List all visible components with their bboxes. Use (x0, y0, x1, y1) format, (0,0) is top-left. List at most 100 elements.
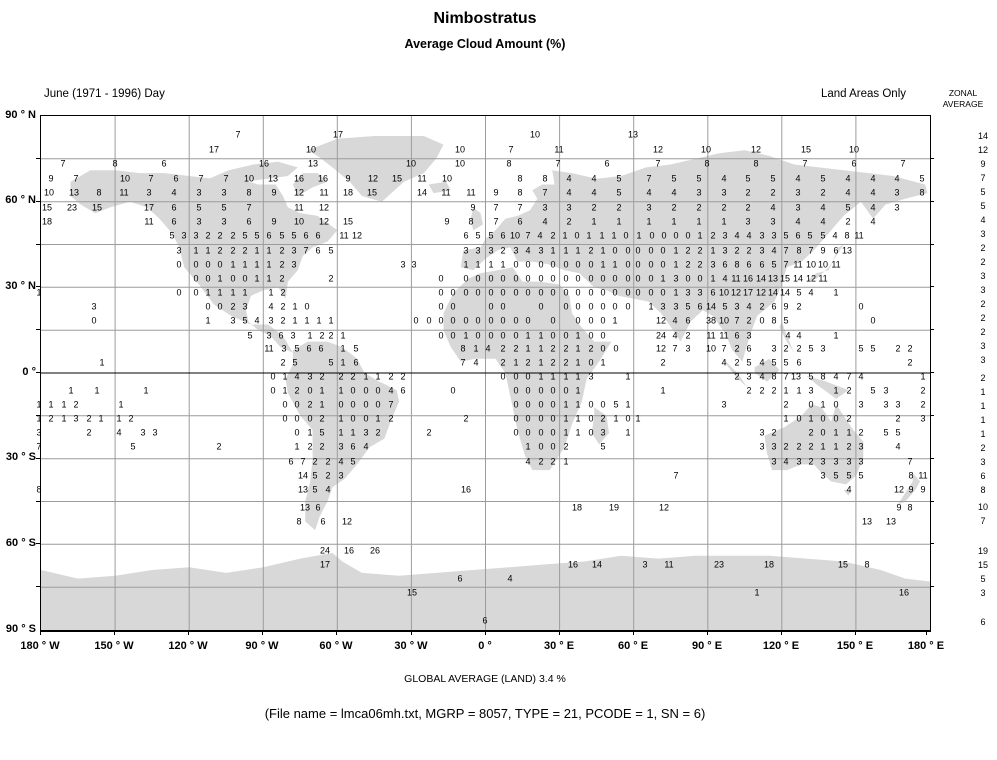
right-axis-tick (930, 372, 934, 373)
cloud-amount-value: 1 (266, 245, 272, 256)
cloud-amount-value: 2 (338, 371, 344, 382)
cloud-amount-value: 2 (328, 273, 334, 284)
cloud-amount-value: 1 (550, 371, 556, 382)
cloud-amount-value: 2 (920, 385, 926, 396)
cloud-amount-value: 3 (820, 456, 826, 467)
cloud-amount-value: 13 (68, 187, 80, 198)
cloud-amount-value: 1 (575, 343, 581, 354)
latitude-label: 0 ° (22, 366, 36, 378)
cloud-amount-value: 3 (796, 456, 802, 467)
cloud-amount-value: 0 (538, 427, 544, 438)
cloud-amount-value: 3 (685, 343, 691, 354)
zonal-average-value: 2 (980, 257, 986, 267)
cloud-amount-value: 2 (746, 315, 752, 326)
cloud-amount-value: 1 (292, 301, 298, 312)
cloud-amount-value: 1 (591, 216, 597, 227)
cloud-amount-value: 4 (591, 173, 597, 184)
bottom-axis-tick (707, 631, 708, 635)
cloud-amount-value: 5 (292, 357, 298, 368)
cloud-amount-value: 10 (805, 259, 817, 270)
cloud-amount-value: 1 (116, 413, 122, 424)
cloud-amount-value: 15 (91, 202, 103, 213)
cloud-amount-value: 2 (710, 230, 716, 241)
zonal-average-value: 1 (980, 401, 986, 411)
cloud-amount-value: 0 (525, 427, 531, 438)
cloud-amount-value: 2 (550, 357, 556, 368)
zonal-average-value: 2 (980, 243, 986, 253)
cloud-amount-value: 3 (771, 343, 777, 354)
cloud-amount-value: 7 (517, 202, 523, 213)
cloud-amount-value: 0 (550, 399, 556, 410)
cloud-amount-value: 3 (475, 245, 481, 256)
cloud-amount-value: 2 (721, 202, 727, 213)
cloud-amount-value: 4 (566, 173, 572, 184)
cloud-amount-value: 6 (500, 230, 506, 241)
cloud-amount-value: 4 (870, 216, 876, 227)
cloud-amount-value: 4 (734, 230, 740, 241)
cloud-amount-value: 2 (563, 441, 569, 452)
cloud-amount-value: 3 (746, 330, 752, 341)
cloud-amount-value: 4 (338, 456, 344, 467)
cloud-amount-value: 9 (783, 301, 789, 312)
cloud-amount-value: 7 (235, 129, 241, 140)
cloud-amount-value: 0 (375, 399, 381, 410)
cloud-amount-value: 4 (671, 187, 677, 198)
land-polygon (764, 404, 864, 485)
cloud-amount-value: 0 (563, 385, 569, 396)
cloud-amount-value: 2 (685, 259, 691, 270)
cloud-amount-value: 1 (500, 259, 506, 270)
cloud-amount-value: 11 (918, 470, 928, 481)
cloud-amount-value: 0 (600, 399, 606, 410)
cloud-amount-value: 5 (858, 343, 864, 354)
cloud-amount-value: 3 (895, 399, 901, 410)
zonal-average-value: 2 (980, 373, 986, 383)
cloud-amount-value: 11 (831, 259, 841, 270)
cloud-amount-value: 1 (363, 371, 369, 382)
cloud-amount-value: 0 (193, 259, 199, 270)
cloud-amount-value: 1 (833, 427, 839, 438)
cloud-amount-value: 6 (171, 202, 177, 213)
cloud-amount-value: 0 (575, 301, 581, 312)
cloud-amount-value: 6 (697, 301, 703, 312)
cloud-amount-value: 11 (664, 559, 674, 570)
cloud-amount-value: 0 (193, 287, 199, 298)
zonal-average-value: 2 (980, 313, 986, 323)
cloud-amount-value: 0 (450, 315, 456, 326)
cloud-amount-value: 4 (473, 357, 479, 368)
left-axis-tick (36, 501, 40, 502)
cloud-amount-value: 2 (375, 427, 381, 438)
cloud-amount-value: 0 (649, 230, 655, 241)
left-axis-tick (36, 415, 40, 416)
cloud-amount-value: 7 (783, 371, 789, 382)
zonal-header-line1: ZONAL (948, 88, 978, 98)
cloud-amount-value: 8 (796, 245, 802, 256)
cloud-amount-value: 16 (293, 173, 305, 184)
cloud-amount-value: 0 (612, 301, 618, 312)
cloud-amount-value: 1 (328, 315, 334, 326)
cloud-amount-value: 2 (783, 399, 789, 410)
cloud-amount-value: 1 (646, 216, 652, 227)
cloud-amount-value: 0 (612, 287, 618, 298)
latitude-label: 60 ° N (5, 194, 36, 206)
cloud-amount-value: 6 (288, 456, 294, 467)
bottom-axis-tick (411, 631, 412, 635)
cloud-amount-value: 0 (205, 301, 211, 312)
cloud-amount-value: 1 (338, 385, 344, 396)
cloud-amount-value: 2 (770, 187, 776, 198)
cloud-amount-value: 3 (400, 259, 406, 270)
zonal-average-value: 3 (980, 271, 986, 281)
cloud-amount-value: 0 (550, 385, 556, 396)
cloud-amount-value: 12 (318, 202, 330, 213)
cloud-amount-value: 5 (820, 173, 826, 184)
cloud-amount-value: 12 (318, 216, 330, 227)
cloud-amount-value: 5 (196, 202, 202, 213)
cloud-amount-value: 2 (230, 245, 236, 256)
cloud-amount-value: 0 (475, 330, 481, 341)
cloud-amount-value: 1 (268, 287, 274, 298)
cloud-amount-value: 1 (820, 399, 826, 410)
zonal-average-value: 3 (980, 457, 986, 467)
cloud-amount-value: 3 (181, 230, 187, 241)
cloud-amount-value: 0 (413, 315, 419, 326)
cloud-amount-value: 8 (771, 371, 777, 382)
cloud-amount-value: 0 (685, 230, 691, 241)
